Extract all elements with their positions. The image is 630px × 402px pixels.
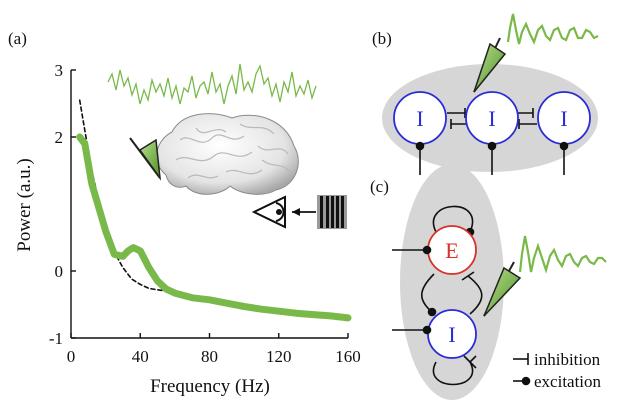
lfp-trace (107, 63, 317, 105)
oscillation-b-trace (506, 13, 599, 45)
eye-icon (251, 195, 286, 229)
electrode-b-icon (473, 37, 507, 93)
panel-label-b: (b) (372, 29, 392, 48)
x-tick-label: 120 (266, 347, 292, 366)
x-tick-label: 80 (201, 347, 218, 366)
y-tick-label: 3 (55, 61, 64, 80)
node-b-3: I (537, 91, 591, 145)
node-c-i-label: I (448, 322, 455, 347)
x-tick-label: 0 (67, 347, 76, 366)
grating-stimulus-icon (317, 195, 347, 229)
x-tick-label: 40 (132, 347, 149, 366)
node-b-2: I (465, 91, 519, 145)
node-b-1: I (393, 91, 447, 145)
y-axis-label: Power (a.u.) (14, 158, 35, 251)
node-c-i: I (427, 309, 477, 359)
panel-label-c: (c) (370, 177, 389, 196)
legend-inhibition-label: inhibition (534, 350, 601, 369)
oscillation-c-trace (518, 235, 607, 274)
x-tick-label: 160 (335, 347, 361, 366)
panel-label-a: (a) (8, 29, 27, 48)
electrode-icon (129, 137, 162, 181)
node-c-e: E (427, 225, 477, 275)
legend: inhibition excitation (513, 350, 602, 391)
x-axis-label: Frequency (Hz) (150, 376, 270, 397)
node-b-1-label: I (416, 106, 423, 131)
y-tick-label: 0 (55, 262, 64, 281)
external-inputs-c (392, 245, 432, 335)
node-c-e-label: E (445, 238, 458, 263)
electrode-c-icon (483, 261, 522, 317)
y-tick-label: -1 (49, 329, 63, 348)
node-b-2-label: I (488, 106, 495, 131)
excitatory-inputs-b (415, 141, 569, 175)
y-tick-label: 2 (55, 128, 64, 147)
node-b-3-label: I (560, 106, 567, 131)
legend-excitation-symbol (513, 376, 531, 386)
legend-excitation-label: excitation (534, 372, 602, 391)
network-c-background (400, 164, 504, 400)
legend-inhibition-symbol (513, 353, 529, 365)
series-green-line (76, 133, 352, 322)
stimulus-arrow (292, 208, 316, 216)
connections-c (420, 205, 483, 386)
brain-icon (156, 113, 299, 195)
